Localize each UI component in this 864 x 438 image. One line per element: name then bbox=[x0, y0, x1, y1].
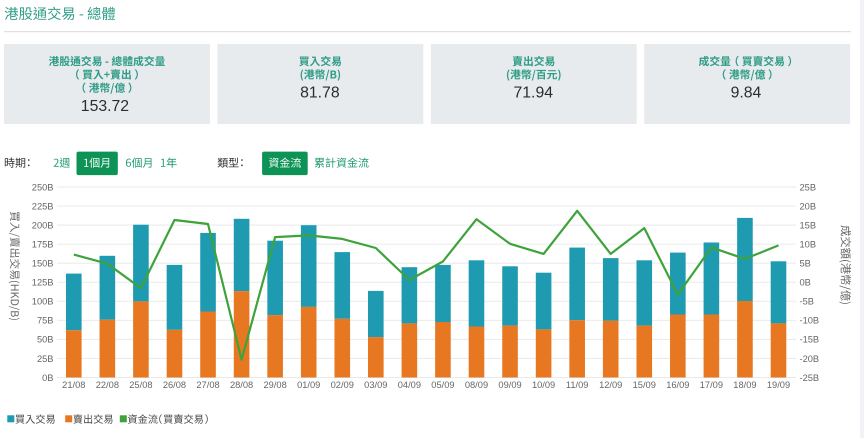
svg-text:175B: 175B bbox=[32, 239, 54, 249]
svg-text:22/08: 22/08 bbox=[96, 380, 119, 390]
svg-text:100B: 100B bbox=[32, 297, 54, 307]
svg-text:-20B: -20B bbox=[800, 354, 820, 364]
svg-text:150B: 150B bbox=[32, 259, 54, 269]
svg-text:03/09: 03/09 bbox=[364, 380, 387, 390]
svg-text:21/08: 21/08 bbox=[62, 380, 85, 390]
svg-text:04/09: 04/09 bbox=[398, 380, 421, 390]
svg-text:09/09: 09/09 bbox=[498, 380, 521, 390]
svg-text:11/09: 11/09 bbox=[566, 380, 589, 390]
svg-text:50B: 50B bbox=[37, 335, 54, 345]
svg-text:02/09: 02/09 bbox=[331, 380, 354, 390]
svg-text:-15B: -15B bbox=[800, 335, 820, 345]
svg-text:200B: 200B bbox=[32, 220, 54, 230]
svg-text:10B: 10B bbox=[800, 239, 817, 249]
svg-text:-5B: -5B bbox=[800, 297, 814, 307]
svg-text:20B: 20B bbox=[800, 201, 817, 211]
svg-text:225B: 225B bbox=[32, 201, 54, 211]
svg-text:29/08: 29/08 bbox=[264, 380, 287, 390]
svg-text:25B: 25B bbox=[800, 182, 817, 192]
svg-text:9.84: 9.84 bbox=[731, 85, 762, 102]
svg-text:-25B: -25B bbox=[800, 373, 820, 383]
svg-text:25/08: 25/08 bbox=[129, 380, 152, 390]
svg-text:0B: 0B bbox=[800, 278, 811, 288]
svg-text:5B: 5B bbox=[800, 259, 811, 269]
svg-text:250B: 250B bbox=[32, 182, 54, 192]
svg-text:25B: 25B bbox=[37, 354, 54, 364]
svg-text:27/08: 27/08 bbox=[196, 380, 219, 390]
svg-text:17/09: 17/09 bbox=[700, 380, 723, 390]
svg-text:26/08: 26/08 bbox=[163, 380, 186, 390]
svg-text:0B: 0B bbox=[42, 373, 53, 383]
svg-text:16/09: 16/09 bbox=[666, 380, 689, 390]
svg-text:71.94: 71.94 bbox=[513, 85, 553, 102]
svg-text:08/09: 08/09 bbox=[465, 380, 488, 390]
svg-text:10/09: 10/09 bbox=[532, 380, 555, 390]
svg-text:28/08: 28/08 bbox=[230, 380, 253, 390]
svg-text:15/09: 15/09 bbox=[633, 380, 656, 390]
svg-text:05/09: 05/09 bbox=[431, 380, 454, 390]
svg-text:12/09: 12/09 bbox=[599, 380, 622, 390]
svg-text:15B: 15B bbox=[800, 220, 817, 230]
svg-text:18/09: 18/09 bbox=[733, 380, 756, 390]
svg-text:125B: 125B bbox=[32, 278, 54, 288]
svg-text:153.72: 153.72 bbox=[81, 98, 129, 115]
svg-text:75B: 75B bbox=[37, 316, 54, 326]
svg-text:01/09: 01/09 bbox=[297, 380, 320, 390]
svg-text:19/09: 19/09 bbox=[767, 380, 790, 390]
svg-text:81.78: 81.78 bbox=[300, 85, 340, 102]
svg-text:-10B: -10B bbox=[800, 316, 820, 326]
